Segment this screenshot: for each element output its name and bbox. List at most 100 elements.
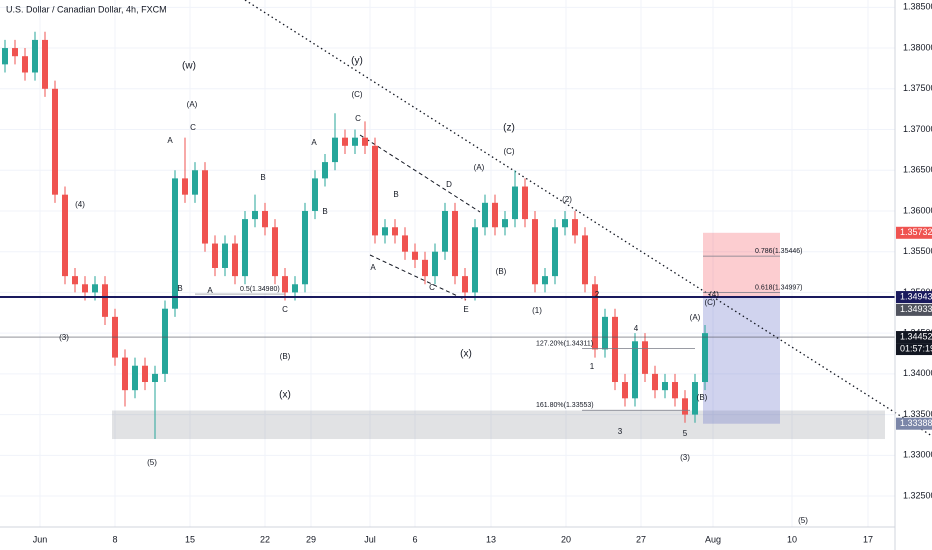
candle-body bbox=[302, 210, 308, 285]
candle-body bbox=[442, 210, 448, 252]
wave-label: C bbox=[190, 123, 196, 132]
candle-body bbox=[432, 251, 438, 277]
candle-body bbox=[652, 373, 658, 391]
overlay: 0.786(1.35446) 0.618(1.34997) 0.5(1.34980)… bbox=[0, 56, 895, 525]
fib-label: 127.20%(1.34311) bbox=[536, 340, 593, 347]
countdown-bg bbox=[896, 343, 932, 356]
y-tick-label: 1.35500 bbox=[903, 246, 932, 256]
candle-body bbox=[122, 357, 128, 391]
fib-label: 0.5(1.34980) bbox=[240, 286, 280, 293]
candle-body bbox=[602, 316, 608, 350]
wave-label: A bbox=[370, 263, 376, 272]
wave-label: (x) bbox=[279, 390, 291, 401]
y-tick-label: 1.32500 bbox=[903, 490, 932, 500]
target-zone bbox=[703, 297, 780, 424]
y-tick-label: 1.38000 bbox=[903, 42, 932, 52]
x-tick-label: 17 bbox=[863, 534, 873, 544]
x-tick-label: Jul bbox=[364, 534, 376, 544]
candle-body bbox=[82, 284, 88, 293]
candle-body bbox=[382, 227, 388, 236]
y-tick-label: 1.37500 bbox=[903, 83, 932, 93]
wave-label: C bbox=[429, 283, 435, 292]
x-tick-label: Aug bbox=[705, 534, 721, 544]
x-tick-label: Jun bbox=[33, 534, 48, 544]
wave-label: (y) bbox=[351, 56, 363, 67]
x-tick-label: 22 bbox=[260, 534, 270, 544]
candle-body bbox=[22, 56, 28, 73]
candle-body bbox=[102, 284, 108, 317]
wave-label: (B) bbox=[496, 267, 507, 276]
y-tick-label: 1.33500 bbox=[903, 409, 932, 419]
candle-body bbox=[212, 243, 218, 268]
wave-label: (5) bbox=[798, 516, 808, 525]
wave-label: (5) bbox=[147, 458, 157, 467]
price-label: 1.34452 bbox=[900, 331, 932, 341]
wave-label: (3) bbox=[680, 453, 690, 462]
candle-body bbox=[542, 276, 548, 285]
candle-body bbox=[702, 333, 708, 383]
wave-label: B bbox=[260, 173, 265, 182]
candle-body bbox=[502, 219, 508, 228]
x-tick-label: 20 bbox=[561, 534, 571, 544]
fib-label: 0.618(1.34997) bbox=[755, 285, 802, 292]
wave-label: (4) bbox=[709, 290, 719, 299]
candle-body bbox=[132, 365, 138, 391]
y-tick-label: 1.36500 bbox=[903, 165, 932, 175]
countdown: 01:57:19 bbox=[900, 343, 932, 353]
candle-body bbox=[362, 137, 368, 146]
wave-label: (z) bbox=[503, 123, 515, 134]
candle-body bbox=[402, 235, 408, 252]
wave-label: C bbox=[282, 305, 288, 314]
candle-body bbox=[252, 210, 258, 220]
price-label-bg bbox=[896, 226, 932, 239]
candle-body bbox=[92, 284, 98, 293]
wave-label: C bbox=[355, 114, 361, 123]
channel-line bbox=[359, 134, 481, 213]
candle-body bbox=[562, 219, 568, 228]
wave-label: (B) bbox=[697, 393, 708, 402]
candle-body bbox=[12, 48, 18, 57]
candle-body bbox=[282, 276, 288, 293]
candle-body bbox=[572, 219, 578, 236]
stop-zone bbox=[703, 232, 780, 298]
candle-body bbox=[592, 284, 598, 350]
y-tick-label: 1.33000 bbox=[903, 450, 932, 460]
x-tick-label: 6 bbox=[412, 534, 417, 544]
candle-body bbox=[422, 259, 428, 277]
wave-label: (w) bbox=[182, 61, 196, 72]
wave-label: (x) bbox=[460, 349, 472, 360]
wave-label: 2 bbox=[595, 290, 600, 299]
candle-body bbox=[42, 39, 48, 89]
candle-body bbox=[62, 194, 68, 277]
wave-label: 5 bbox=[683, 429, 688, 438]
price-label: 1.33388 bbox=[900, 418, 932, 428]
y-tick-label: 1.36000 bbox=[903, 205, 932, 215]
candle-body bbox=[272, 227, 278, 277]
candle-body bbox=[392, 227, 398, 236]
wave-label: 4 bbox=[634, 324, 639, 333]
candle-body bbox=[612, 316, 618, 383]
candle-body bbox=[552, 227, 558, 277]
candle-body bbox=[462, 276, 468, 293]
chart-title: U.S. Dollar / Canadian Dollar, 4h, FXCM bbox=[6, 4, 167, 14]
candle-body bbox=[182, 178, 188, 195]
fib-label: 161.80%(1.33553) bbox=[536, 402, 594, 409]
candle-body bbox=[512, 186, 518, 220]
wave-label: (A) bbox=[690, 313, 701, 322]
wave-label: (C) bbox=[351, 90, 362, 99]
candle-body bbox=[632, 341, 638, 399]
price-label-bg bbox=[896, 331, 932, 344]
y-tick-label: 1.34000 bbox=[903, 368, 932, 378]
candle-body bbox=[322, 162, 328, 179]
wave-label: (3) bbox=[59, 333, 69, 342]
candle-body bbox=[52, 88, 58, 195]
candle-body bbox=[32, 39, 38, 73]
wave-label: E bbox=[463, 305, 468, 314]
wave-label: (B) bbox=[280, 352, 291, 361]
wave-label: A bbox=[311, 138, 317, 147]
candle-body bbox=[372, 145, 378, 236]
wave-label: (4) bbox=[75, 200, 85, 209]
demand-zone bbox=[112, 410, 885, 440]
